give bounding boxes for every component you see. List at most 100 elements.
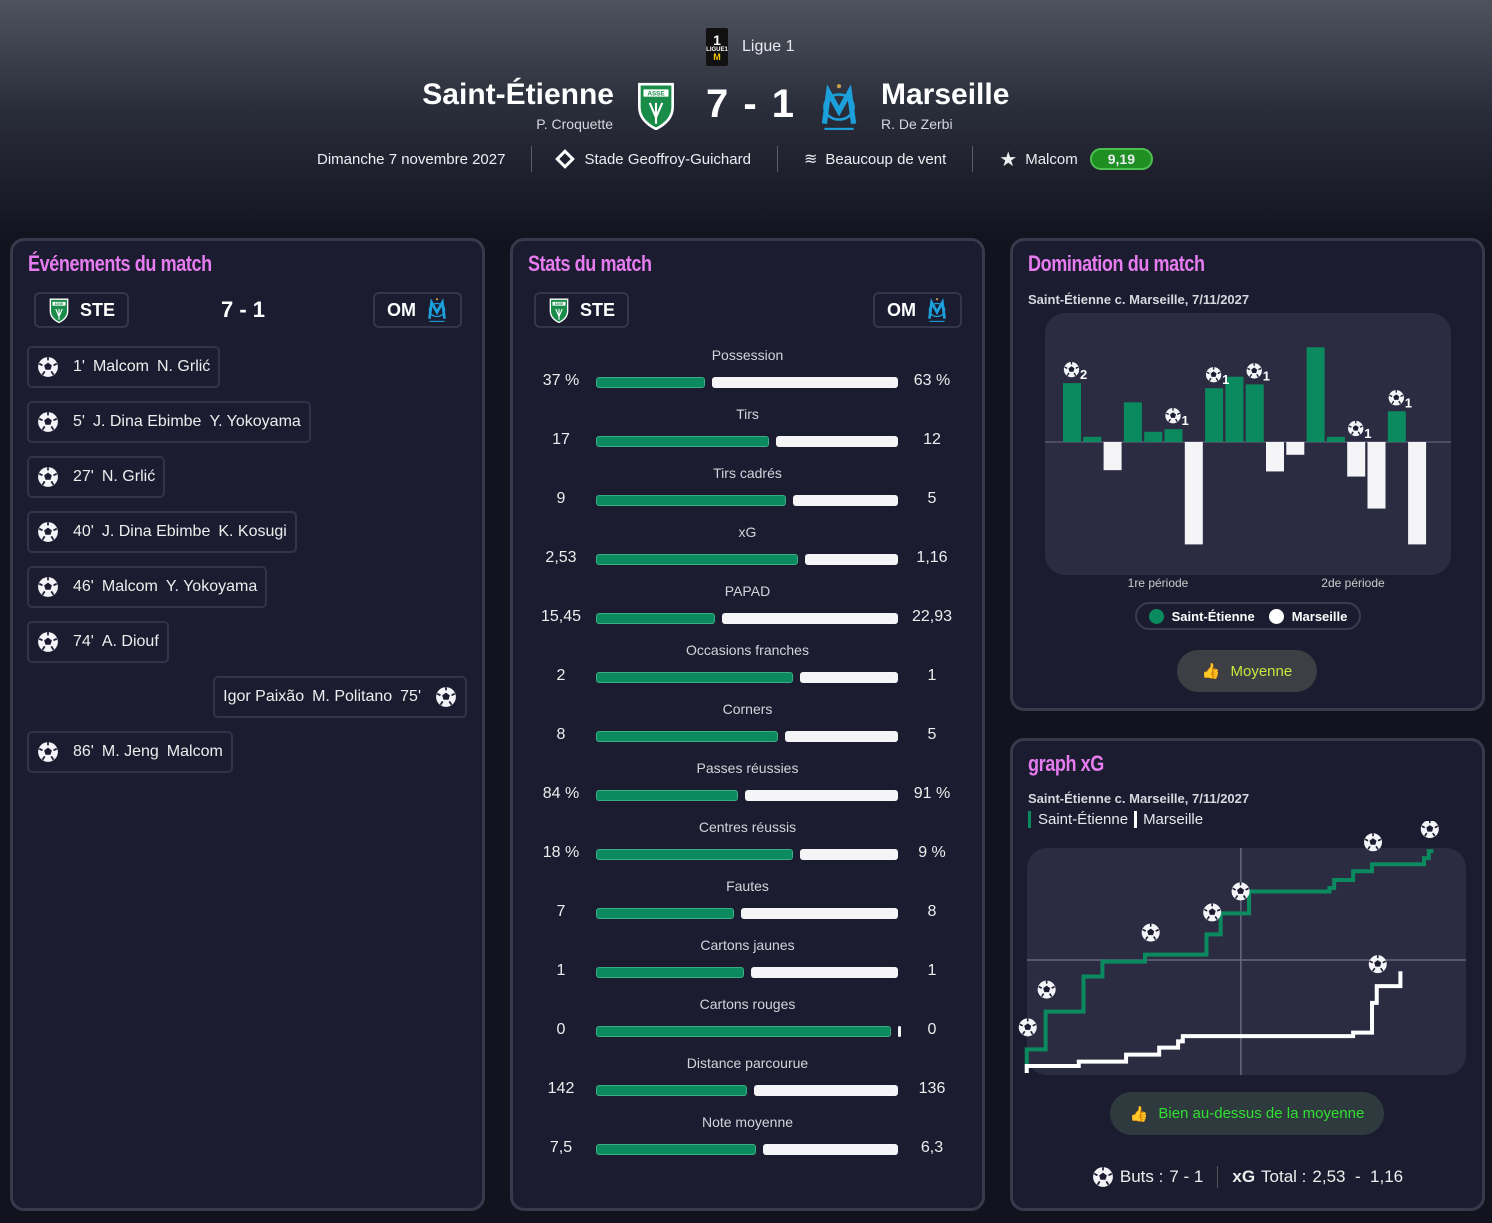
domination-title: Domination du match: [1028, 251, 1205, 276]
away-chip: OM: [373, 292, 462, 328]
xg-legend: Saint-Étienne Marseille: [1028, 811, 1209, 828]
stat-home-value: 17: [552, 431, 570, 448]
stat-home-bar: [596, 1144, 757, 1155]
away-domination-bar: [1408, 442, 1427, 545]
goal-marker-icon: [1206, 367, 1221, 382]
stat-label: Occasions franches: [686, 642, 809, 658]
event-goal-away[interactable]: Igor Paixão M. Politano 75': [213, 676, 467, 718]
divider: [531, 146, 533, 172]
event-minute: 5': [73, 413, 85, 430]
stat-away-bar: [753, 1085, 898, 1096]
stat-label: Cartons rouges: [699, 996, 796, 1012]
away-abbr: OM: [887, 299, 916, 320]
domination-subtitle: Saint-Étienne c. Marseille, 7/11/2027: [1028, 292, 1250, 307]
home-abbr: STE: [580, 299, 616, 320]
stat-away-bar: [744, 790, 898, 801]
away-xg-line: [1024, 971, 1403, 1073]
match-date: Dimanche 7 novembre 2027: [317, 150, 506, 168]
event-goal-home[interactable]: 5' J. Dina Ebimbe Y. Yokoyama: [27, 401, 311, 443]
period-1-label: 1re période: [1127, 576, 1189, 590]
away-domination-bar: [1347, 442, 1366, 477]
home-domination-bar: [1326, 436, 1345, 442]
home-abbr: STE: [80, 299, 116, 320]
stat-home-value: 0: [556, 1021, 566, 1038]
event-assist: Y. Yokoyama: [209, 413, 301, 430]
divider: [776, 146, 778, 172]
chart-background: [1045, 313, 1451, 575]
divider: [972, 146, 974, 172]
goal-marker-icon: [1421, 821, 1439, 838]
verdict-label: Bien au-dessus de la moyenne: [1158, 1105, 1365, 1122]
ligue1-logo: 1 LIGUE1 M: [706, 28, 728, 66]
away-domination-bar: [1103, 442, 1122, 471]
stat-home-value: 18 %: [542, 844, 580, 861]
home-domination-bar: [1083, 436, 1102, 442]
away-domination-bar: [1367, 442, 1386, 509]
goal-count: 1: [1263, 368, 1270, 383]
stat-away-bar: [792, 495, 898, 506]
event-text: 46' Malcom Y. Yokoyama: [73, 578, 257, 596]
stat-home-value: 7,5: [549, 1139, 573, 1156]
home-chip: STE: [534, 292, 630, 328]
stat-away-value: 9 %: [918, 844, 946, 861]
stadium-icon: [555, 149, 576, 169]
marseille-crest-icon: [426, 297, 448, 323]
event-goal-home[interactable]: 86' M. Jeng Malcom: [27, 731, 233, 773]
marseille-crest-icon: [926, 297, 948, 323]
ball-icon: [37, 576, 59, 598]
stat-away-value: 6,3: [920, 1139, 944, 1156]
stat-home-bar: [596, 1026, 891, 1037]
ball-icon: [1092, 1166, 1114, 1188]
stat-away-value: 22,93: [911, 608, 953, 625]
ball-icon: [435, 686, 457, 708]
goals-label: Buts :: [1119, 1167, 1164, 1186]
goal-marker-icon: [1369, 955, 1387, 973]
away-abbr: OM: [387, 299, 416, 320]
event-assist: N. Grlić: [156, 358, 211, 375]
event-goal-home[interactable]: 27' N. Grlić: [27, 456, 166, 498]
away-team-name[interactable]: Marseille: [881, 78, 1010, 111]
goal-marker-icon: [1247, 363, 1262, 378]
goals-value: 7 - 1: [1169, 1167, 1204, 1186]
home-domination-bar: [1144, 431, 1163, 442]
event-minute: 46': [73, 578, 94, 595]
man-of-the-match[interactable]: Malcom: [1025, 150, 1078, 168]
stat-home-value: 37 %: [542, 372, 580, 389]
event-goal-home[interactable]: 74' A. Diouf: [27, 621, 169, 663]
event-text: 40' J. Dina Ebimbe K. Kosugi: [73, 523, 287, 541]
home-domination-bar: [1306, 347, 1325, 442]
event-goal-home[interactable]: 40' J. Dina Ebimbe K. Kosugi: [27, 511, 297, 553]
stat-away-bar: [721, 613, 898, 624]
event-minute: 40': [73, 523, 94, 540]
event-goal-home[interactable]: 46' Malcom Y. Yokoyama: [27, 566, 268, 608]
stat-home-bar: [596, 731, 778, 742]
event-text: Igor Paixão M. Politano 75': [223, 688, 421, 706]
events-panel: Événements du match STE 7 - 1 OM 1' Malco…: [10, 238, 485, 1211]
stat-away-bar: [784, 731, 898, 742]
stat-away-bar: [750, 967, 898, 978]
marseille-crest-icon: [818, 82, 860, 132]
stat-label: PAPAD: [724, 583, 771, 599]
away-coach: R. De Zerbi: [881, 116, 953, 132]
stat-label: Distance parcourue: [686, 1055, 809, 1071]
legend-away: Marseille: [1134, 811, 1209, 828]
xg-title: graph xG: [1028, 751, 1104, 776]
event-assist: Malcom: [166, 743, 223, 760]
stat-home-bar: [596, 908, 734, 919]
event-assist: M. Politano: [312, 688, 393, 705]
event-text: 86' M. Jeng Malcom: [73, 743, 223, 761]
event-goal-home[interactable]: 1' Malcom N. Grlić: [27, 346, 221, 388]
event-text: 1' Malcom N. Grlić: [73, 358, 210, 376]
xg-verdict: 👍 Bien au-dessus de la moyenne: [1110, 1092, 1384, 1135]
stat-home-value: 1: [556, 962, 566, 979]
event-scorer: Malcom: [92, 358, 149, 375]
event-scorer: J. Dina Ebimbe: [92, 413, 202, 430]
stat-label: xG: [738, 524, 757, 540]
legend-away: Marseille: [1291, 608, 1348, 624]
match-header: [0, 0, 1492, 240]
xg-chart: [1013, 821, 1466, 1075]
total-label: Total :: [1261, 1167, 1307, 1186]
home-team-name[interactable]: Saint-Étienne: [422, 78, 614, 111]
away-domination-bar: [1184, 442, 1203, 545]
star-icon: ★: [999, 148, 1018, 171]
